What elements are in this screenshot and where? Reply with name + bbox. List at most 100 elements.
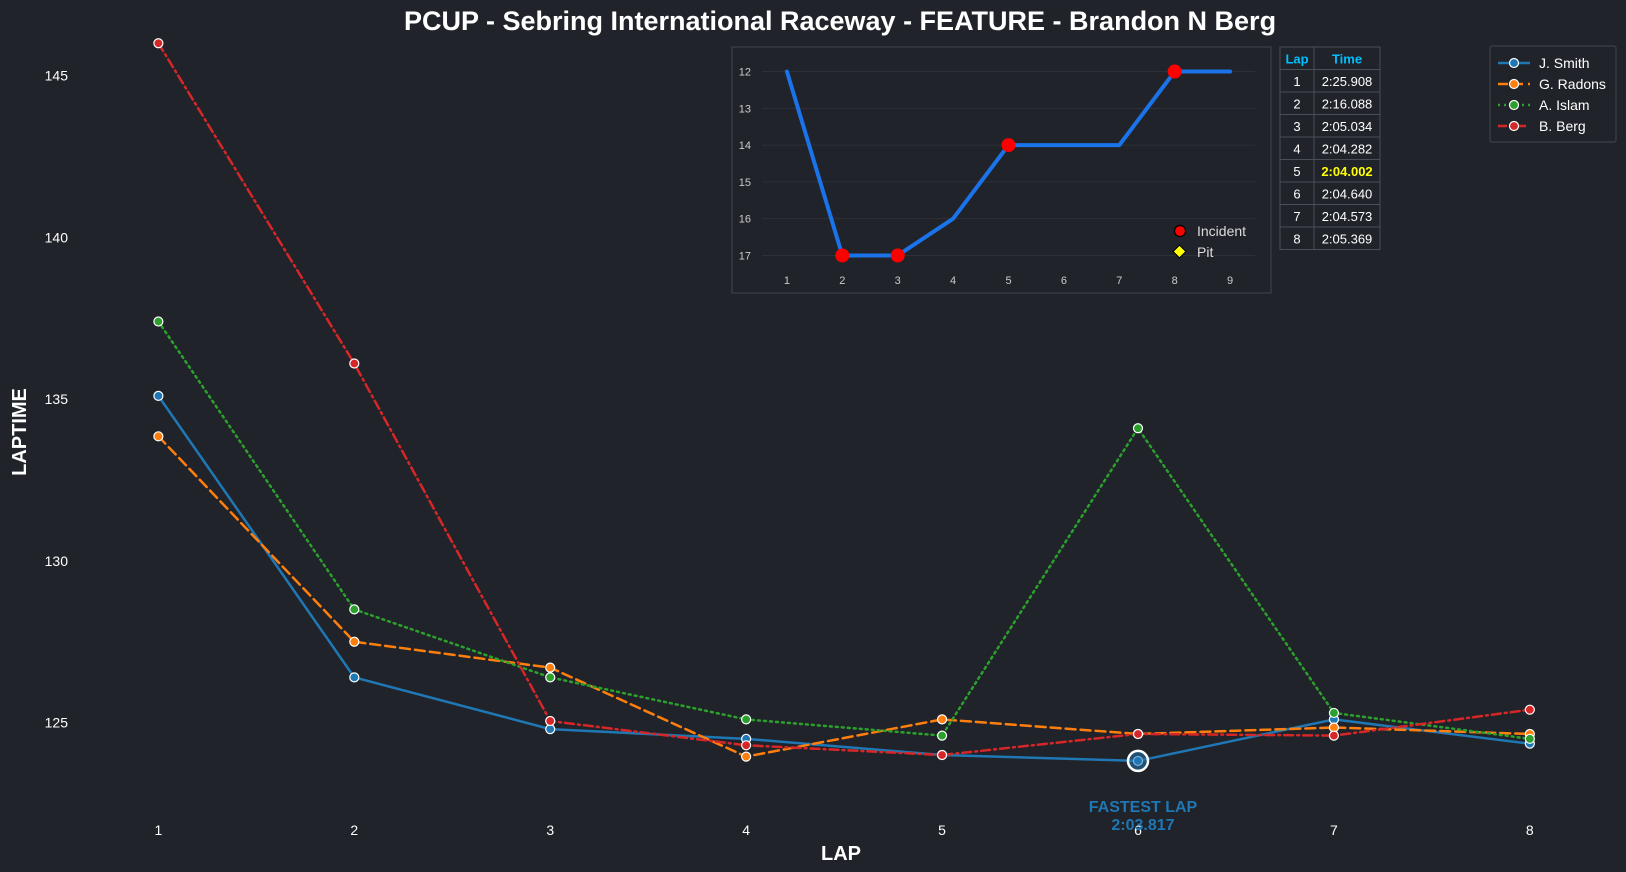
inset-frame: [731, 46, 1272, 294]
data-point: [545, 715, 556, 727]
x-axis-ticks: 1 2 3 4 5 6 7 8: [154, 822, 1533, 838]
series-line: [157, 394, 1532, 763]
pit-legend-label: Pit: [1197, 244, 1213, 260]
table-lap-cell: 5: [1293, 164, 1300, 179]
inset-y-tick-label: 13: [739, 103, 751, 115]
main-legend: J. Smith G. Radons A. Islam B. Berg: [1489, 45, 1617, 143]
y-tick-label: 135: [45, 391, 69, 407]
data-point: [545, 662, 556, 673]
chart-title: PCUP - Sebring International Raceway - F…: [404, 6, 1276, 36]
table-lap-cell: 6: [1293, 186, 1300, 201]
table-time-cell: 2:04.002: [1321, 164, 1372, 179]
y-tick-label: 140: [45, 229, 69, 245]
inset-y-tick-label: 17: [739, 250, 751, 262]
data-point: [349, 636, 360, 647]
incident-legend-label: Incident: [1197, 223, 1246, 239]
legend-label: G. Radons: [1539, 76, 1606, 92]
fastest-lap-marker: [1126, 749, 1150, 773]
incident-legend-marker: [1173, 224, 1187, 238]
legend-item: G. Radons: [1498, 76, 1606, 92]
series-3: [153, 38, 1535, 761]
table-lap-cell: 7: [1293, 209, 1300, 224]
incident-marker: [1167, 64, 1182, 79]
inset-x-tick-label: 2: [839, 275, 845, 287]
data-point: [349, 358, 360, 369]
inset-x-tick-label: 9: [1227, 275, 1233, 287]
legend-marker: [1508, 78, 1520, 90]
data-point: [153, 38, 164, 49]
x-tick-label: 5: [938, 822, 946, 838]
table-header-cell: Time: [1332, 51, 1362, 66]
x-tick-label: 1: [154, 822, 162, 838]
legend-frame: [1489, 45, 1617, 143]
x-tick-label: 7: [1330, 822, 1338, 838]
inset-y-tick-label: 16: [739, 214, 751, 226]
data-point: [153, 316, 164, 327]
x-axis-label: LAP: [821, 843, 861, 865]
inset-x-tick-label: 4: [950, 275, 956, 287]
legend-label: J. Smith: [1539, 55, 1590, 71]
series-line: [157, 435, 1532, 758]
table-lap-cell: 4: [1293, 141, 1300, 156]
legend-item: A. Islam: [1498, 97, 1590, 113]
inset-y-tick-label: 15: [739, 177, 751, 189]
y-axis-ticks: 125 130 135 140 145: [45, 68, 69, 731]
data-point: [1328, 730, 1340, 741]
inset-x-tick-label: 8: [1172, 275, 1178, 287]
data-point: [153, 390, 164, 401]
data-point: [1328, 707, 1340, 719]
table-lap-cell: 2: [1293, 96, 1300, 111]
x-tick-label: 3: [546, 822, 554, 838]
legend-item: J. Smith: [1498, 55, 1590, 71]
y-tick-label: 145: [45, 68, 69, 84]
inset-y-tick-label: 12: [739, 67, 751, 79]
data-point: [1132, 423, 1144, 434]
data-point: [936, 730, 948, 741]
table-time-cell: 2:25.908: [1322, 74, 1373, 89]
inset-x-tick-label: 6: [1061, 275, 1067, 287]
x-tick-label: 6: [1134, 822, 1142, 838]
series-2: [153, 316, 1535, 744]
incident-marker: [1001, 138, 1016, 153]
table-lap-cell: 8: [1293, 231, 1300, 246]
table-time-cell: 2:16.088: [1322, 96, 1373, 111]
legend-marker: [1508, 99, 1520, 111]
table-time-cell: 2:04.640: [1322, 186, 1373, 201]
data-point: [1524, 704, 1535, 715]
x-tick-label: 4: [742, 822, 750, 838]
table-lap-cell: 1: [1293, 74, 1300, 89]
x-tick-label: 8: [1526, 822, 1534, 838]
data-point: [741, 751, 752, 762]
series-line: [157, 41, 1532, 757]
table-time-cell: 2:05.034: [1322, 119, 1373, 134]
incident-marker: [890, 248, 905, 263]
data-point: [1132, 728, 1144, 740]
data-point: [741, 740, 752, 751]
data-point: [741, 714, 752, 725]
y-tick-label: 125: [45, 715, 69, 731]
data-point: [349, 672, 360, 683]
legend-label: A. Islam: [1539, 97, 1590, 113]
lap-times-table: Lap Time 1 2:25.908 2 2:16.088 3 2:05.034 4 2:04.…: [1279, 46, 1381, 250]
inset-legend: Incident Pit: [1172, 223, 1246, 260]
pit-legend-marker: [1172, 244, 1187, 259]
table-header-cell: Lap: [1285, 51, 1308, 66]
x-tick-label: 2: [350, 822, 358, 838]
table-lap-cell: 3: [1293, 119, 1300, 134]
legend-item: B. Berg: [1498, 118, 1586, 134]
data-point: [936, 749, 948, 761]
legend-marker: [1508, 120, 1520, 132]
table-frame: [1279, 46, 1381, 250]
inset-x-tick-label: 1: [784, 275, 790, 287]
fastest-lap-annotation: FASTEST LAP 2:03.817: [1089, 749, 1198, 834]
y-tick-label: 130: [45, 553, 69, 569]
data-point: [153, 431, 164, 442]
data-point: [545, 672, 556, 683]
inset-x-tick-label: 3: [895, 275, 901, 287]
inset-x-tick-label: 5: [1005, 275, 1011, 287]
data-point: [936, 714, 948, 725]
legend-label: B. Berg: [1539, 118, 1586, 134]
data-point: [349, 604, 360, 615]
